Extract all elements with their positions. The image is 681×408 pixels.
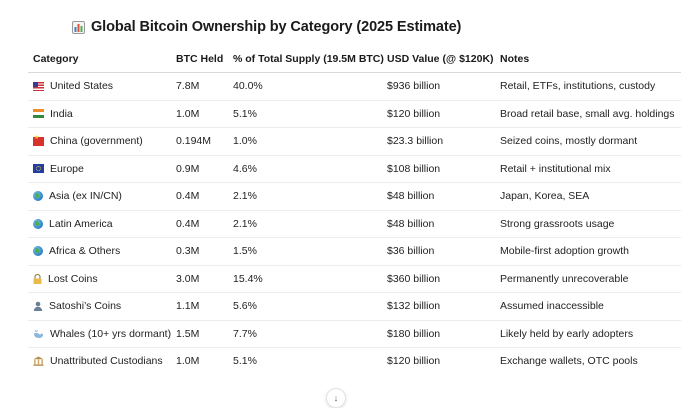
column-header-pct-supply: % of Total Supply (19.5M BTC) — [228, 46, 384, 73]
pct-supply-cell: 2.1% — [228, 182, 382, 211]
category-cell: Latin America — [49, 217, 113, 230]
pct-supply-cell: 2.1% — [228, 210, 382, 238]
category-cell: Whales (10+ yrs dormant) — [50, 327, 171, 340]
whale-icon — [33, 329, 44, 339]
btc-held-cell: 3.0M — [171, 265, 228, 293]
table-row: India 1.0M 5.1% $120 billion Broad retai… — [28, 100, 681, 128]
lock-icon — [33, 273, 42, 284]
table-row: Africa & Others 0.3M 1.5% $36 billion Mo… — [28, 237, 681, 266]
table-row: Europe 0.9M 4.6% $108 billion Retail + i… — [28, 155, 681, 183]
usd-value-cell: $180 billion — [382, 320, 495, 348]
usd-value-cell: $936 billion — [382, 72, 495, 101]
column-header-category: Category — [28, 46, 171, 73]
flag-cn-icon — [33, 134, 44, 146]
table-row: Whales (10+ yrs dormant) 1.5M 7.7% $180 … — [28, 320, 681, 348]
bar-chart-icon — [72, 20, 85, 34]
category-cell: India — [50, 107, 73, 120]
ownership-table: Category BTC Held % of Total Supply (19.… — [28, 46, 681, 375]
btc-held-cell: 0.9M — [171, 155, 228, 183]
table-row: Satoshi’s Coins 1.1M 5.6% $132 billion A… — [28, 292, 681, 321]
usd-value-cell: $120 billion — [387, 355, 441, 368]
notes-cell: Permanently unrecoverable — [495, 265, 681, 293]
person-icon — [33, 301, 43, 312]
column-header-usd-value: USD Value (@ $120K) — [382, 46, 495, 73]
flag-in-icon — [33, 109, 44, 119]
flag-eu-icon — [33, 164, 44, 174]
notes-cell: Exchange wallets, OTC pools — [500, 355, 638, 368]
globe-americas-icon — [33, 218, 43, 229]
btc-held-cell: 0.4M — [171, 210, 228, 238]
notes-cell: Retail + institutional mix — [495, 155, 681, 183]
arrow-down-icon: ↓ — [333, 393, 339, 403]
notes-cell: Retail, ETFs, institutions, custody — [495, 72, 681, 101]
btc-held-cell: 0.4M — [171, 182, 228, 211]
usd-value-cell: $48 billion — [382, 182, 495, 211]
title-row: Global Bitcoin Ownership by Category (20… — [72, 16, 461, 38]
category-cell: Lost Coins — [48, 272, 98, 285]
pct-supply-cell: 1.5% — [228, 237, 382, 266]
usd-value-cell: $36 billion — [382, 237, 495, 266]
pct-supply-cell: 5.1% — [228, 100, 382, 128]
notes-cell: Mobile-first adoption growth — [495, 237, 681, 266]
btc-held-cell: 0.194M — [171, 127, 228, 156]
notes-cell: Seized coins, mostly dormant — [495, 127, 681, 156]
category-cell: United States — [50, 80, 114, 93]
category-cell: Asia (ex IN/CN) — [49, 190, 122, 203]
category-cell: China (government) — [50, 135, 143, 148]
globe-africa-icon — [33, 246, 43, 257]
table-row: China (government) 0.194M 1.0% $23.3 bil… — [28, 127, 681, 156]
category-cell: Africa & Others — [49, 245, 121, 258]
page-title: Global Bitcoin Ownership by Category (20… — [91, 19, 462, 35]
btc-held-cell: 0.3M — [171, 237, 228, 266]
notes-cell: Assumed inaccessible — [495, 292, 681, 321]
usd-value-cell: $132 billion — [382, 292, 495, 321]
table-row: Lost Coins 3.0M 15.4% $360 billion Perma… — [28, 265, 681, 293]
table-row: United States 7.8M 40.0% $936 billion Re… — [28, 72, 681, 101]
table-row: Unattributed Custodians 1.0M 5.1% $120 b… — [28, 348, 681, 375]
category-cell: Europe — [50, 162, 84, 175]
usd-value-cell: $23.3 billion — [382, 127, 495, 156]
pct-supply-cell: 7.7% — [228, 320, 382, 348]
table-row: Asia (ex IN/CN) 0.4M 2.1% $48 billion Ja… — [28, 182, 681, 211]
category-cell: Satoshi’s Coins — [49, 300, 122, 313]
flag-us-icon — [33, 81, 44, 91]
globe-asia-icon — [33, 191, 43, 202]
usd-value-cell: $108 billion — [382, 155, 495, 183]
bank-icon — [33, 356, 44, 367]
btc-held-cell: 1.0M — [176, 355, 200, 368]
btc-held-cell: 1.5M — [171, 320, 228, 348]
btc-held-cell: 1.1M — [171, 292, 228, 321]
usd-value-cell: $120 billion — [382, 100, 495, 128]
scroll-down-button[interactable]: ↓ — [326, 388, 346, 408]
notes-cell: Strong grassroots usage — [495, 210, 681, 238]
column-header-notes: Notes — [495, 46, 681, 73]
pct-supply-cell: 40.0% — [228, 72, 382, 101]
pct-supply-cell: 5.1% — [233, 355, 257, 368]
pct-supply-cell: 4.6% — [228, 155, 382, 183]
usd-value-cell: $360 billion — [382, 265, 495, 293]
notes-cell: Likely held by early adopters — [495, 320, 681, 348]
usd-value-cell: $48 billion — [382, 210, 495, 238]
pct-supply-cell: 1.0% — [228, 127, 382, 156]
notes-cell: Japan, Korea, SEA — [495, 182, 681, 211]
category-cell: Unattributed Custodians — [50, 355, 163, 368]
table-header-row: Category BTC Held % of Total Supply (19.… — [28, 46, 681, 73]
column-header-btc-held: BTC Held — [171, 46, 228, 73]
btc-held-cell: 7.8M — [171, 72, 228, 101]
table-row: Latin America 0.4M 2.1% $48 billion Stro… — [28, 210, 681, 238]
notes-cell: Broad retail base, small avg. holdings — [495, 100, 681, 128]
pct-supply-cell: 5.6% — [228, 292, 382, 321]
btc-held-cell: 1.0M — [171, 100, 228, 128]
pct-supply-cell: 15.4% — [228, 265, 382, 293]
